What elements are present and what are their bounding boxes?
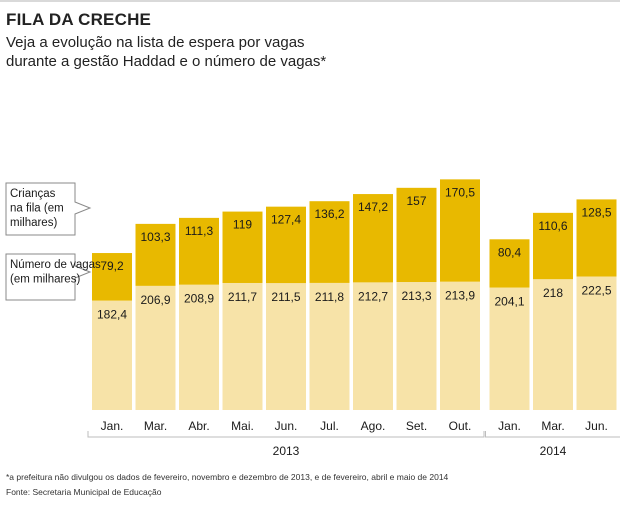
bar-vagas-10 — [533, 279, 573, 410]
year-label-0: 2013 — [273, 444, 300, 458]
bar-fila-1 — [135, 223, 176, 286]
tick-label-9: Jan. — [498, 419, 521, 433]
legend-fila-box — [5, 182, 92, 236]
tick-label-0: Jan. — [101, 419, 124, 433]
bar-fila-2 — [179, 217, 219, 285]
label-fila-2: 111,3 — [185, 224, 214, 238]
subtitle-line-1: Veja a evolução na lista de espera por v… — [6, 34, 305, 51]
tick-label-11: Jun. — [585, 419, 608, 433]
label-vagas-1: 206,9 — [140, 293, 170, 307]
label-fila-1: 103,3 — [140, 230, 170, 244]
chart-subtitle: Veja a evolução na lista de espera por v… — [6, 33, 566, 71]
chart-title: FILA DA CRECHE — [6, 10, 152, 29]
legend-fila-text-1: na fila (em — [10, 203, 64, 215]
tick-label-8: Out. — [449, 419, 472, 433]
label-fila-9: 80,4 — [498, 245, 522, 259]
bar-vagas-7 — [396, 282, 437, 410]
tick-label-6: Ago. — [361, 419, 386, 433]
bar-vagas-3 — [222, 282, 263, 410]
bar-fila-8 — [440, 179, 480, 282]
legend-vagas-text-0: Número de vagas — [10, 259, 101, 271]
label-vagas-8: 213,9 — [445, 289, 475, 303]
label-vagas-9: 204,1 — [494, 295, 524, 309]
bar-fila-3 — [222, 211, 263, 283]
year-bracket-1 — [485, 431, 620, 438]
bar-vagas-11 — [576, 276, 617, 410]
bar-vagas-0 — [92, 300, 132, 410]
subtitle-line-2: durante a gestão Haddad e o número de va… — [6, 53, 327, 70]
label-vagas-7: 213,3 — [401, 289, 431, 303]
bar-fila-5 — [309, 201, 350, 283]
legend-fila-text-0: Crianças — [10, 188, 56, 200]
tick-label-10: Mar. — [541, 419, 564, 433]
label-vagas-11: 222,5 — [581, 284, 611, 298]
bar-fila-6 — [353, 194, 393, 283]
bar-fila-10 — [533, 212, 573, 280]
label-vagas-3: 211,7 — [228, 290, 257, 304]
label-fila-0: 79,2 — [100, 259, 124, 273]
label-fila-4: 127,4 — [271, 213, 301, 227]
label-fila-7: 157 — [406, 194, 426, 208]
tick-label-2: Abr. — [188, 419, 209, 433]
label-vagas-4: 211,5 — [271, 290, 300, 304]
bar-vagas-2 — [179, 284, 219, 410]
source-note: Fonte: Secretaria Municipal de Educação — [6, 487, 162, 497]
bar-fila-9 — [489, 239, 530, 288]
year-label-1: 2014 — [540, 444, 567, 458]
tick-label-3: Mai. — [231, 419, 254, 433]
bar-vagas-4 — [266, 283, 306, 410]
footnote: *a prefeitura não divulgou os dados de f… — [6, 472, 449, 482]
tick-label-1: Mar. — [144, 419, 167, 433]
label-fila-5: 136,2 — [314, 207, 344, 221]
label-fila-11: 128,5 — [581, 205, 611, 219]
label-fila-10: 110,6 — [538, 219, 567, 233]
tick-label-7: Set. — [406, 419, 427, 433]
legend-vagas-box — [5, 253, 92, 301]
label-vagas-10: 218 — [543, 286, 563, 300]
bar-fila-0 — [92, 253, 132, 301]
year-bracket-0 — [87, 431, 485, 438]
top-rule — [0, 0, 620, 2]
bar-fila-4 — [266, 206, 306, 284]
label-fila-8: 170,5 — [445, 185, 475, 199]
label-vagas-2: 208,9 — [184, 292, 214, 306]
bar-vagas-6 — [353, 282, 393, 410]
bar-vagas-8 — [440, 281, 480, 410]
label-fila-6: 147,2 — [358, 200, 388, 214]
bar-fila-11 — [576, 199, 617, 277]
label-vagas-5: 211,8 — [315, 290, 344, 304]
label-fila-3: 119 — [233, 218, 252, 232]
bar-vagas-5 — [309, 282, 350, 410]
legend-fila-text-2: milhares) — [10, 217, 57, 229]
tick-label-5: Jul. — [320, 419, 339, 433]
label-vagas-0: 182,4 — [97, 308, 127, 322]
label-vagas-6: 212,7 — [358, 289, 388, 303]
tick-label-4: Jun. — [275, 419, 298, 433]
bar-vagas-9 — [489, 287, 530, 410]
bar-fila-7 — [396, 187, 437, 283]
legend-vagas-text-1: (em milhares) — [10, 274, 80, 286]
bar-vagas-1 — [135, 285, 176, 410]
